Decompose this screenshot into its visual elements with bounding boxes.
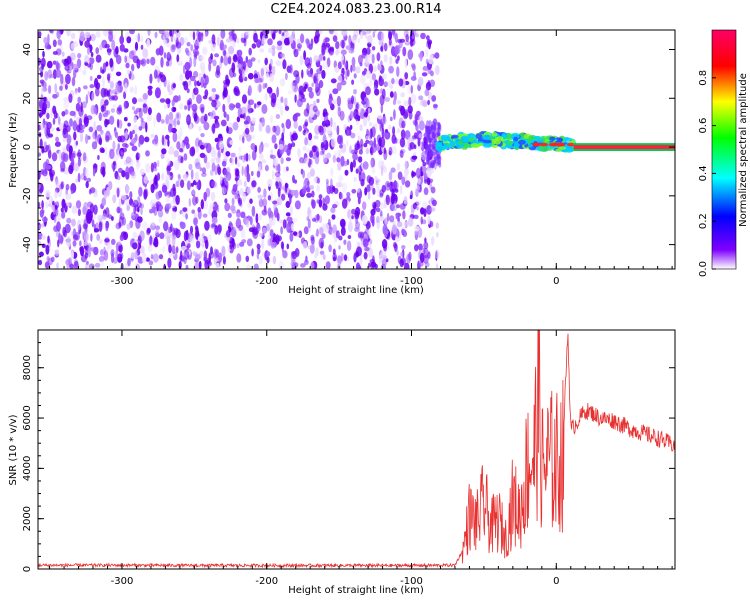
carrier-band-core	[573, 145, 675, 150]
snr-panel: -300 -200 -100 0 0 2000 4000 6000 8000 Height o…	[8, 329, 676, 596]
spectrogram-frame	[37, 29, 676, 270]
snr-x-tick-label: -100	[400, 576, 423, 587]
spectrogram-x-tick-label: -100	[400, 276, 423, 287]
snr-y-tick-label: 2000	[22, 506, 33, 531]
colorbar-frame	[711, 29, 737, 270]
colorbar-gradient	[712, 30, 736, 269]
colorbar-tick-label: 0.4	[698, 165, 709, 181]
colorbar-tick-label: 0.8	[698, 70, 709, 86]
colorbar-tick-label: 0.6	[698, 118, 709, 134]
spectrogram-x-tick-label: -200	[255, 276, 278, 287]
spectrogram-x-ticks: -300 -200 -100 0	[49, 30, 673, 287]
colorbar-tick-label: 0.0	[698, 261, 709, 277]
colorbar-label: Normalized spectral amplitude	[738, 73, 749, 227]
colorbar-tick-label: 0.2	[698, 213, 709, 229]
snr-y-tick-label: 0	[22, 566, 33, 572]
chart-title: C2E4.2024.083.23.00.R14	[270, 2, 442, 17]
colorbar: 0.0 0.2 0.4 0.6 0.8 Normalized spectral ampl…	[698, 29, 749, 277]
snr-y-ticks: 0 2000 4000 6000 8000	[22, 329, 675, 572]
spectrogram-y-tick-label: -20	[22, 188, 33, 204]
snr-y-label: SNR (10 * v/v)	[8, 414, 19, 485]
snr-frame	[37, 329, 676, 570]
spectrogram-y-tick-label: 40	[22, 43, 33, 56]
snr-series-line	[38, 330, 675, 569]
snr-y-tick-label: 8000	[22, 355, 33, 380]
spectrogram-y-label: Frequency (Hz)	[8, 112, 19, 188]
snr-y-tick-label: 6000	[22, 405, 33, 430]
spectrogram-x-label: Height of straight line (km)	[288, 285, 424, 296]
spectrogram-x-tick-label: 0	[553, 276, 559, 287]
snr-x-ticks: -300 -200 -100 0	[49, 330, 673, 587]
colorbar-ticks: 0.0 0.2 0.4 0.6 0.8	[698, 70, 716, 277]
spectrogram-y-tick-label: 20	[22, 92, 33, 105]
spectrogram-y-ticks: -40 -20 0 20 40	[22, 36, 675, 270]
snr-x-tick-label: -200	[255, 576, 278, 587]
snr-x-tick-label: 0	[553, 576, 559, 587]
spectrogram-marks	[38, 30, 675, 269]
spectrogram-y-tick-label: -40	[22, 236, 33, 252]
snr-x-label: Height of straight line (km)	[288, 585, 424, 596]
spectrogram-y-tick-label: 0	[22, 144, 33, 150]
snr-x-tick-label: -300	[111, 576, 134, 587]
spectrogram-x-tick-label: -300	[111, 276, 134, 287]
snr-y-tick-label: 4000	[22, 456, 33, 481]
